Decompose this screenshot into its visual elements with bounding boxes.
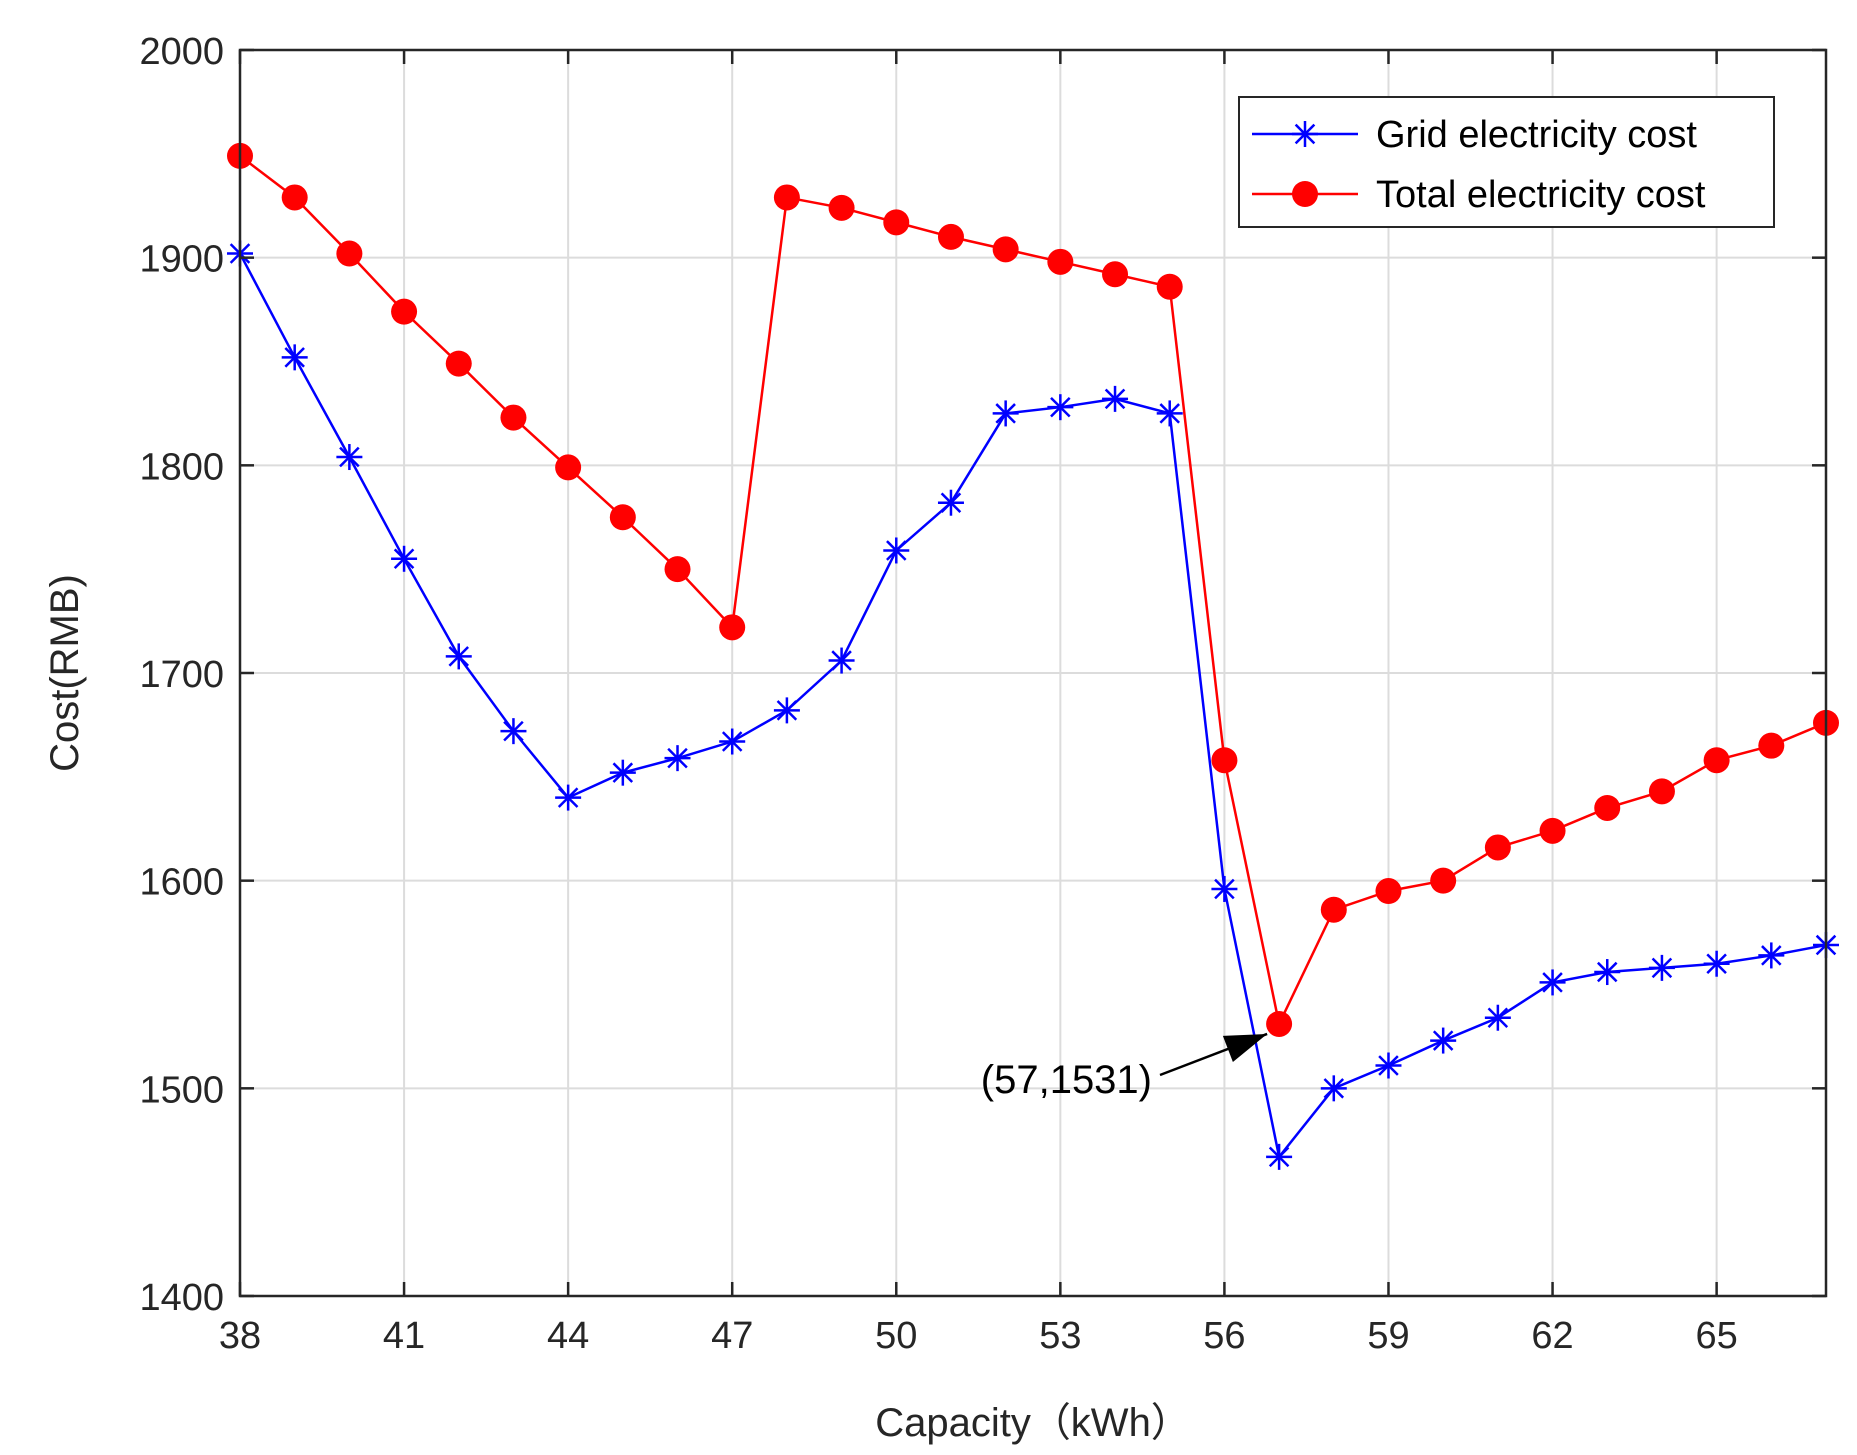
legend-item: Total electricity cost	[1252, 174, 1706, 216]
data-point	[336, 444, 363, 471]
x-axis-title: Capacity（kWh）	[875, 1401, 1191, 1445]
x-tick-label: 53	[1039, 1315, 1081, 1357]
data-point	[1266, 1010, 1293, 1037]
data-point	[1758, 732, 1785, 759]
y-tick-label: 1400	[139, 1277, 224, 1319]
x-tick-label: 47	[711, 1315, 753, 1357]
x-tick-label: 56	[1203, 1315, 1245, 1357]
y-tick-label: 1500	[139, 1069, 224, 1111]
data-point	[1211, 747, 1238, 774]
data-point	[1047, 394, 1074, 421]
data-point	[1539, 969, 1566, 996]
data-point	[883, 209, 910, 236]
y-tick-label: 1600	[139, 862, 224, 904]
x-tick-label: 50	[875, 1315, 917, 1357]
series-grid-electricity-cost	[227, 240, 1839, 1170]
data-point	[828, 194, 855, 221]
data-point	[1266, 1143, 1293, 1170]
data-point	[1703, 747, 1730, 774]
legend-item: Grid electricity cost	[1252, 114, 1697, 156]
data-point	[391, 298, 418, 325]
data-point	[609, 504, 636, 531]
data-point	[1430, 1027, 1457, 1054]
data-point	[555, 784, 582, 811]
legend-box	[1238, 96, 1775, 228]
data-point	[664, 745, 691, 772]
data-point	[883, 537, 910, 564]
data-point	[1156, 400, 1183, 427]
x-tick-label: 59	[1367, 1315, 1409, 1357]
series-line	[238, 252, 1827, 1160]
data-point	[1594, 959, 1621, 986]
data-point	[391, 545, 418, 572]
data-point	[992, 236, 1019, 263]
data-point	[719, 614, 746, 641]
data-point	[1375, 1052, 1402, 1079]
data-point	[1648, 954, 1675, 981]
data-point	[1102, 261, 1129, 288]
data-point	[1430, 867, 1457, 894]
legend-marker	[1292, 121, 1318, 147]
tick-labels: 38 41 44 47 50 53 56 59 62 65 1400 1500 1600 1700 1800…	[139, 31, 1737, 1357]
data-point	[1648, 778, 1675, 805]
data-point	[828, 647, 855, 674]
x-tick-label: 44	[547, 1315, 589, 1357]
data-point	[1484, 834, 1511, 861]
axis-ticks	[238, 48, 1826, 1298]
y-tick-label: 1900	[139, 239, 224, 281]
data-point	[500, 404, 527, 431]
data-point	[281, 184, 308, 211]
data-point	[1484, 1004, 1511, 1031]
series-layer	[227, 142, 1839, 1170]
data-point	[1211, 875, 1238, 902]
x-tick-label: 62	[1531, 1315, 1573, 1357]
data-point	[500, 718, 527, 745]
data-point	[1703, 950, 1730, 977]
legend-marker	[1292, 181, 1318, 207]
x-tick-label: 38	[219, 1315, 261, 1357]
data-point	[1320, 1075, 1347, 1102]
y-tick-label: 1700	[139, 654, 224, 696]
data-point	[773, 697, 800, 724]
data-point	[609, 759, 636, 786]
data-point	[719, 728, 746, 755]
y-axis-title: Cost(RMB)	[43, 574, 87, 772]
annotation-label: (57,1531)	[981, 1058, 1152, 1102]
data-point	[1758, 942, 1785, 969]
annotation: (57,1531)	[981, 1032, 1268, 1102]
legend: Grid electricity cost Total electricity c…	[1238, 96, 1775, 228]
y-tick-label: 1800	[139, 446, 224, 488]
data-point	[773, 184, 800, 211]
data-point	[1539, 817, 1566, 844]
data-point	[445, 350, 472, 377]
data-point	[336, 240, 363, 267]
legend-label: Grid electricity cost	[1376, 114, 1697, 156]
data-point	[937, 489, 964, 516]
data-point	[1594, 794, 1621, 821]
x-tick-label: 65	[1695, 1315, 1737, 1357]
annotation-arrow-head	[1222, 1033, 1268, 1063]
data-point	[664, 556, 691, 583]
data-point	[1047, 248, 1074, 275]
data-point	[937, 223, 964, 250]
series-total-electricity-cost	[227, 142, 1839, 1037]
legend-label: Total electricity cost	[1376, 174, 1706, 216]
data-point	[1320, 896, 1347, 923]
data-point	[992, 400, 1019, 427]
data-point	[281, 344, 308, 371]
data-point	[1156, 273, 1183, 300]
data-point	[445, 643, 472, 670]
data-point	[555, 454, 582, 481]
data-point	[1375, 878, 1402, 905]
y-tick-label: 2000	[139, 31, 224, 73]
data-point	[1102, 385, 1129, 412]
grid-lines	[240, 50, 1826, 1296]
x-tick-label: 41	[383, 1315, 425, 1357]
